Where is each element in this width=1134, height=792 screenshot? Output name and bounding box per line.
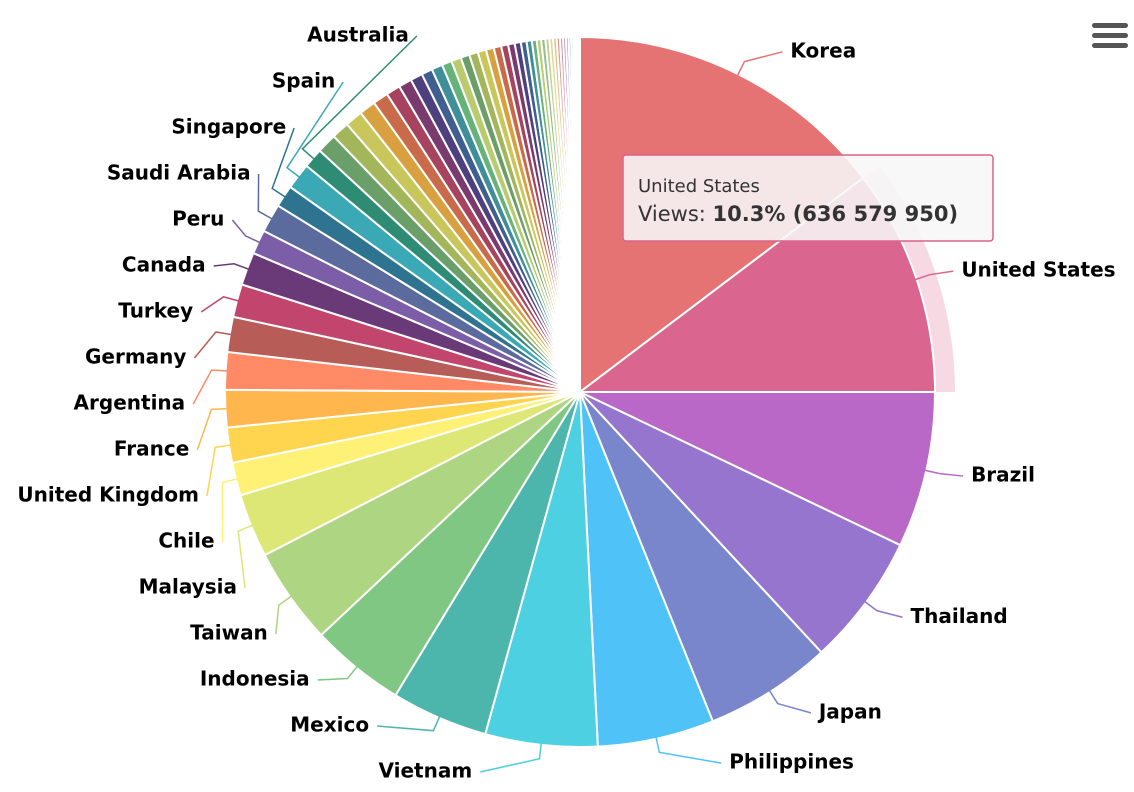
connector bbox=[286, 81, 344, 178]
slice-label: Philippines bbox=[729, 750, 854, 774]
connector bbox=[257, 173, 273, 220]
slice-label: Turkey bbox=[118, 299, 193, 323]
tooltip-header: United States bbox=[638, 176, 760, 197]
connector bbox=[193, 331, 232, 359]
slice-label: Australia bbox=[307, 23, 409, 47]
connector bbox=[655, 736, 722, 764]
slice-label: Mexico bbox=[290, 713, 369, 737]
connector bbox=[317, 665, 359, 681]
slice-label: Korea bbox=[790, 38, 856, 62]
pie bbox=[224, 35, 955, 748]
connector bbox=[377, 715, 441, 732]
connector bbox=[231, 219, 261, 244]
connector bbox=[924, 469, 964, 477]
connector bbox=[863, 600, 903, 619]
connector bbox=[480, 742, 543, 773]
labels: Korea United States Brazil Thailand Japan Phi… bbox=[17, 23, 1115, 783]
slice-label: Thailand bbox=[911, 604, 1008, 628]
tooltip: United States Views: 10.3% (636 579 950) bbox=[622, 154, 994, 242]
tooltip-body: Views: 10.3% (636 579 950) bbox=[638, 202, 958, 226]
connector bbox=[736, 51, 783, 77]
connector bbox=[271, 127, 295, 198]
connector bbox=[914, 270, 954, 281]
slice-label: Indonesia bbox=[200, 667, 310, 691]
slice-label: Chile bbox=[158, 529, 214, 553]
slice-label: Canada bbox=[122, 253, 206, 277]
slice-label: France bbox=[114, 437, 189, 461]
connector bbox=[301, 35, 418, 160]
menu-bar bbox=[1092, 23, 1128, 28]
slice-label: Japan bbox=[817, 699, 882, 723]
slice-label: Spain bbox=[272, 69, 335, 93]
connector bbox=[213, 262, 250, 271]
connector bbox=[196, 407, 228, 451]
connector bbox=[237, 524, 254, 589]
tooltip-box bbox=[622, 154, 994, 242]
connector bbox=[192, 369, 228, 405]
slice-label: Malaysia bbox=[139, 575, 237, 599]
tooltip-label: Views: bbox=[638, 202, 706, 226]
connector bbox=[221, 477, 239, 543]
menu-bar bbox=[1092, 33, 1128, 38]
connector bbox=[275, 595, 293, 635]
slice-label: Singapore bbox=[171, 115, 286, 139]
connector bbox=[200, 296, 240, 313]
slice bbox=[577, 35, 581, 393]
tooltip-value: 10.3% (636 579 950) bbox=[713, 202, 959, 226]
slice-label: United States bbox=[961, 258, 1115, 282]
slice-label: Vietnam bbox=[378, 759, 472, 783]
menu-bar bbox=[1092, 43, 1128, 48]
slice-label: Germany bbox=[85, 345, 186, 369]
slice-label: Taiwan bbox=[190, 621, 268, 645]
slice-label: Brazil bbox=[971, 463, 1035, 487]
slice-label: Saudi Arabia bbox=[107, 161, 251, 185]
connector bbox=[768, 689, 812, 714]
slice-label: United Kingdom bbox=[17, 483, 199, 507]
slice-label: Peru bbox=[172, 207, 224, 231]
connector bbox=[206, 444, 232, 497]
slice-label: Argentina bbox=[74, 391, 186, 415]
menu-button[interactable] bbox=[1092, 23, 1128, 48]
